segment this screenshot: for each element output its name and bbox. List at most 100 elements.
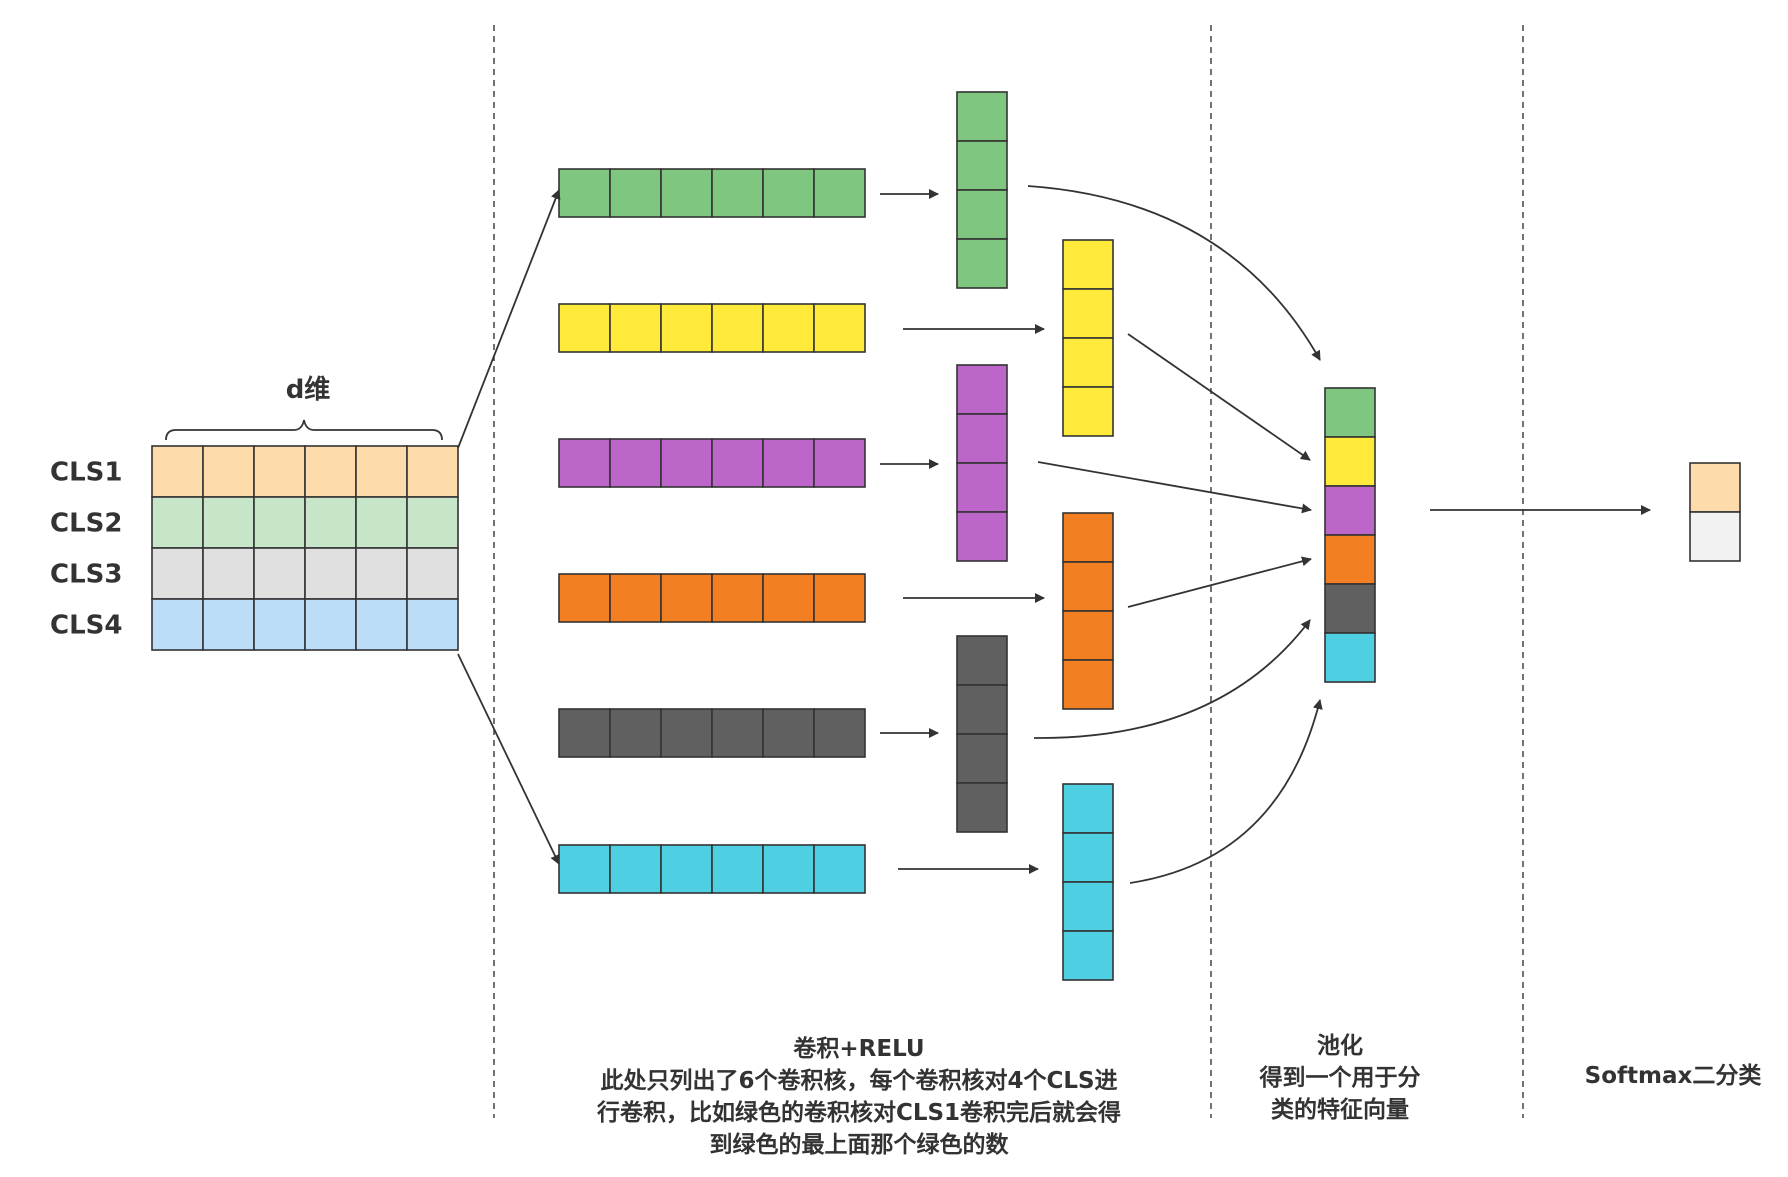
kernel-cell	[609, 708, 662, 758]
input-cell	[406, 496, 459, 549]
input-cell	[151, 598, 204, 651]
feature-map-cell	[956, 140, 1008, 191]
pooled-vector	[1324, 387, 1376, 683]
kernel-cell	[813, 438, 866, 488]
feature-map-cell	[956, 462, 1008, 513]
feature-map-cell	[1062, 337, 1114, 388]
kernel-cell	[762, 844, 815, 894]
kernel-cell	[711, 573, 764, 623]
caption-softmax: Softmax二分类	[1585, 1063, 1762, 1089]
softmax-output	[1689, 462, 1741, 562]
input-cell	[151, 547, 204, 600]
kernel-cell	[813, 708, 866, 758]
kernel-cell	[711, 708, 764, 758]
caption-pooling: 池化得到一个用于分类的特征向量	[1259, 1032, 1421, 1123]
kernel-cell	[711, 168, 764, 218]
row-label: CLS3	[50, 560, 122, 590]
caption-line: 得到一个用于分	[1259, 1064, 1421, 1091]
kernel-cell	[660, 168, 713, 218]
kernel-cell	[762, 438, 815, 488]
row-label: CLS4	[50, 611, 122, 641]
dim-label: d维	[286, 374, 331, 405]
pooled-cell	[1324, 632, 1376, 683]
caption-line: 池化	[1317, 1032, 1363, 1059]
caption-line: 到绿色的最上面那个绿色的数	[710, 1131, 1010, 1158]
arrow-input-to-last-kernel	[457, 653, 560, 865]
kernel-cell	[558, 708, 611, 758]
kernel-cell	[711, 438, 764, 488]
feature-map-cell	[956, 733, 1008, 784]
feature-map-cell	[1062, 930, 1114, 981]
input-cell	[304, 598, 357, 651]
kernel-cell	[558, 303, 611, 353]
feature-map-cell	[1062, 610, 1114, 661]
feature-map-cell	[1062, 659, 1114, 710]
caption-line: 类的特征向量	[1271, 1096, 1409, 1123]
kernels	[558, 168, 866, 894]
feature-map-cell	[1062, 239, 1114, 290]
kernel-cell	[762, 303, 815, 353]
pooled-cell	[1324, 436, 1376, 487]
feature-map-cell	[956, 511, 1008, 562]
pooled-cell	[1324, 387, 1376, 438]
kernel-cell	[813, 168, 866, 218]
input-cell	[202, 496, 255, 549]
kernel-cell	[609, 844, 662, 894]
feature-map-cell	[1062, 561, 1114, 612]
arrow-map-to-pool	[1129, 699, 1323, 884]
kernel-cell	[558, 168, 611, 218]
input-cell	[202, 445, 255, 498]
feature-map-cell	[956, 782, 1008, 833]
input-cell	[406, 598, 459, 651]
input-cell	[355, 496, 408, 549]
input-cell	[406, 445, 459, 498]
feature-map-cell	[956, 238, 1008, 289]
input-cell	[304, 496, 357, 549]
input-cell	[355, 445, 408, 498]
input-cell	[151, 496, 204, 549]
feature-map-cell	[1062, 288, 1114, 339]
kernel-cell	[762, 573, 815, 623]
feature-map-cell	[1062, 783, 1114, 834]
feature-map-cell	[1062, 386, 1114, 437]
caption-line: 卷积+RELU	[792, 1035, 924, 1062]
arrow-map-to-pool	[1127, 333, 1311, 461]
caption-line: 行卷积，比如绿色的卷积核对CLS1卷积完后就会得	[596, 1099, 1121, 1126]
kernel-cell	[609, 438, 662, 488]
kernel-cell	[660, 573, 713, 623]
arrow-map-to-pool	[1027, 185, 1321, 361]
input-cell	[253, 496, 306, 549]
feature-map-cell	[956, 413, 1008, 464]
kernel-cell	[660, 303, 713, 353]
input-cell	[202, 598, 255, 651]
kernel-cell	[660, 438, 713, 488]
arrow-input-to-first-kernel	[457, 189, 561, 449]
input-cell	[355, 598, 408, 651]
row-labels: CLS1 CLS2 CLS3 CLS4	[50, 458, 122, 641]
kernel-cell	[660, 708, 713, 758]
input-cell	[355, 547, 408, 600]
input-cell	[151, 445, 204, 498]
caption-line: 此处只列出了6个卷积核，每个卷积核对4个CLS进	[600, 1067, 1117, 1094]
pooled-cell	[1324, 583, 1376, 634]
kernel-cell	[558, 844, 611, 894]
pooled-cell	[1324, 485, 1376, 536]
feature-map-cell	[1062, 832, 1114, 883]
row-label: CLS1	[50, 458, 122, 488]
input-cell	[253, 598, 306, 651]
kernel-cell	[609, 303, 662, 353]
kernel-cell	[660, 844, 713, 894]
feature-map-cell	[956, 635, 1008, 686]
kernel-cell	[558, 573, 611, 623]
feature-map-cell	[956, 91, 1008, 142]
input-cell	[253, 547, 306, 600]
input-cell	[304, 547, 357, 600]
kernel-cell	[813, 844, 866, 894]
feature-maps	[956, 91, 1114, 981]
input-cell	[406, 547, 459, 600]
arrow-map-to-pool	[1037, 461, 1312, 514]
feature-map-cell	[1062, 512, 1114, 563]
feature-map-cell	[1062, 881, 1114, 932]
feature-map-cell	[956, 189, 1008, 240]
